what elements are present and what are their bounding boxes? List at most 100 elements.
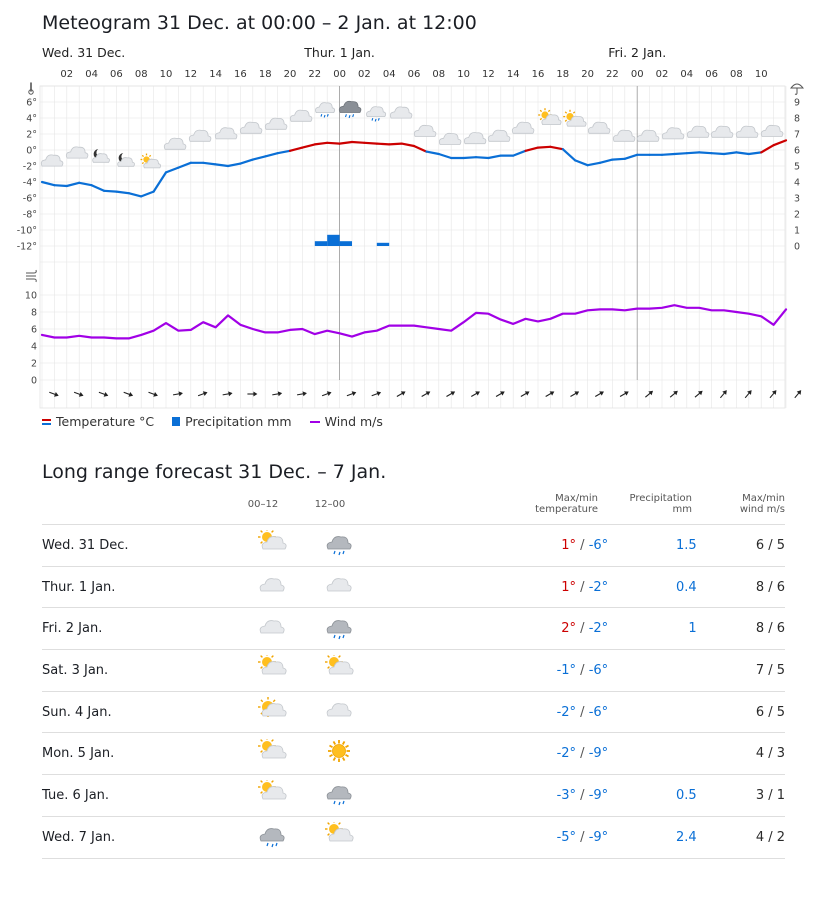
cloud-shape [117,157,135,167]
forecast-icon-period-2 [306,608,373,650]
temperature-segment [760,144,775,154]
sun-ray [141,154,144,157]
forecast-row: Tue. 6 Jan. -3° / -9° 0.5 3 / 1 [42,774,785,817]
cloud-icon [710,125,734,138]
arrow-head [228,391,233,397]
cloud-shape [487,129,511,142]
temp-axis-tick: 6° [26,98,37,109]
temperature-segment [698,151,713,155]
cloud-rain-icon [326,619,352,639]
cloud-icon [487,129,511,142]
cloud-icon [326,703,352,717]
arrow-head [599,391,604,396]
wind-direction-arrow-icon [669,390,678,398]
sun-disc [332,743,347,758]
forecast-precipitation [608,650,697,692]
forecast-day: Mon. 5 Jan. [42,746,115,762]
sun-ray [327,655,331,659]
temp-axis-tick: -12° [17,242,37,253]
arrow-head [54,391,59,397]
hour-label: 16 [532,69,545,80]
arrow-head [450,391,456,396]
wind-direction-arrow-icon [222,391,233,397]
sun-ray [539,109,543,113]
arrow-head [302,391,307,397]
temperature-segment [611,157,626,161]
arrow-head [771,390,777,395]
forecast-precipitation: 0.4 [676,579,697,595]
temperature-segment [722,151,738,156]
precipitation-bar [339,241,352,246]
arrow-head [277,391,283,397]
hour-label: 04 [680,69,693,80]
cloud-rain-icon [366,106,387,122]
cloud-moon-icon [92,149,110,163]
cloud-shape [259,578,285,592]
temperature-segment [375,142,391,146]
temperature-segment [239,158,254,165]
wind-direction-arrow-icon [446,391,456,397]
wind-direction-arrow-icon [594,391,604,397]
temperature-separator: / [576,704,589,720]
forecast-icon-period-1 [238,775,305,817]
hour-label: 20 [284,69,297,80]
arrow-head [500,391,505,396]
temperature-segment [326,141,341,145]
max-temperature: -1° [556,662,577,678]
sun-ray [271,780,274,784]
sun-ray [141,162,144,165]
sun-ray [342,740,346,745]
min-temperature: -2° [588,579,609,595]
cloud-icon [735,125,759,138]
hour-label: 10 [457,69,470,80]
temperature-separator: / [576,787,589,803]
forecast-icon-period-2 [306,650,373,692]
wind-axis-tick: 2 [31,359,37,370]
temperature-segment [301,143,316,149]
forecast-wind: 8 / 6 [755,579,785,595]
hour-label: 04 [85,69,98,80]
cloud-shape [261,703,287,717]
cloud-shape [389,106,413,119]
forecast-day: Wed. 31 Dec. [42,537,129,553]
cloud-moon-icon [117,153,135,167]
cloud-icon [587,121,611,134]
temperature-segment [152,171,168,193]
long-range-table: Wed. 31 Dec. 1° / -6° 1.5 6 / 5 Thur. 1 Jan.… [42,524,785,859]
max-temperature: -5° [556,829,577,845]
cloud-rain-icon [326,786,352,806]
forecast-row: Thur. 1 Jan. 1° / -2° 0.4 8 / 6 [42,566,785,608]
wind-direction-arrow-icon [296,391,307,397]
sun-ray [547,109,551,113]
header-precipitation-line1: Precipitation [629,493,692,504]
cloud-icon [760,124,784,137]
arrow-head [78,391,84,397]
wind-direction-arrow-icon [371,391,382,397]
cloud-shape [661,127,685,140]
rain-drop [342,634,345,638]
temperature-segment [512,149,527,157]
forecast-icon-period-2 [306,525,373,567]
forecast-icon-period-2 [306,733,373,775]
hour-label: 06 [705,69,718,80]
wind-axis-tick: 10 [25,291,37,302]
forecast-wind: 6 / 5 [755,537,785,553]
cloud-icon [413,124,437,137]
arrow-head [722,390,727,395]
precipitation-bar [314,241,328,246]
wind-line-1 [26,269,37,274]
cloud-icon [661,127,685,140]
min-temperature: -6° [588,704,609,720]
cloud-sun-icon [258,736,287,759]
cloud-shape [566,115,587,127]
temp-axis-tick: -10° [17,226,37,237]
forecast-temperature: 1° / -6° [373,525,608,567]
sun-ray [329,744,334,748]
header-precipitation: Precipitation mm [612,493,692,515]
precipitation-bar [376,242,390,246]
max-temperature: -3° [556,787,577,803]
wind-axis-tick: 4 [31,342,37,353]
min-temperature: -2° [588,621,609,637]
temperature-segment [102,189,118,193]
wind-direction-arrow-icon [545,391,555,397]
